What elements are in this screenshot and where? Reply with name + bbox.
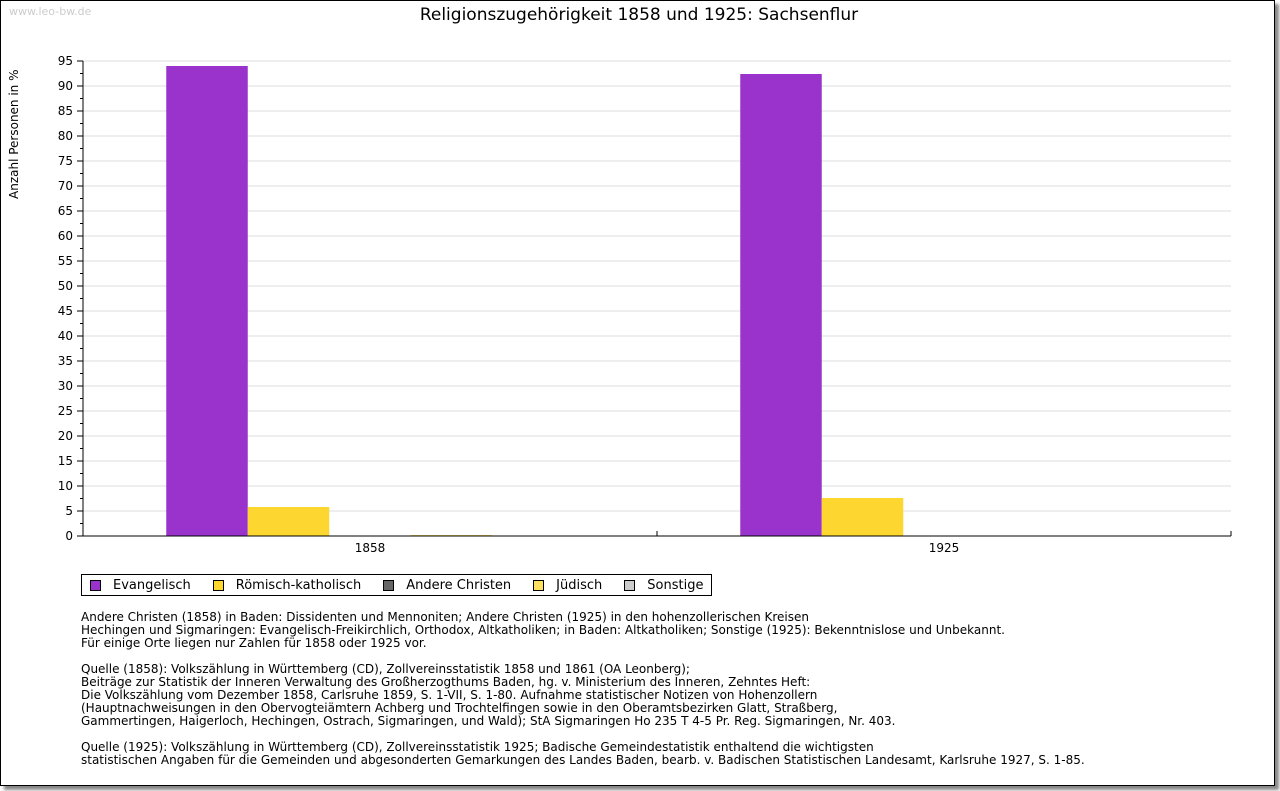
y-tick-label: 5 [65,504,73,518]
y-tick-label: 70 [58,179,73,193]
y-tick-label: 40 [58,329,73,343]
note-source-1858: Quelle (1858): Volkszählung in Württembe… [81,662,896,728]
y-tick-label: 35 [58,354,73,368]
y-tick-label: 45 [58,304,73,318]
legend-swatch [90,579,101,591]
legend-swatch [383,579,395,591]
y-tick-label: 15 [58,454,73,468]
legend-swatch [212,579,224,591]
y-tick-label: 55 [58,254,73,268]
legend-swatch [624,579,636,591]
y-tick-label: 10 [58,479,73,493]
y-tick-label: 65 [58,204,73,218]
bar-evangelisch-1858 [166,66,248,536]
bar-r-misch-katholisch-1858 [247,507,330,536]
y-tick-label: 60 [58,229,73,243]
note-definitions: Andere Christen (1858) in Baden: Disside… [81,610,1005,650]
legend-item: Andere Christen [383,578,511,593]
chart-title: Religionszugehörigkeit 1858 und 1925: Sa… [419,5,859,25]
plot-area: 0 5 10 15 20 25 30 35 40 45 50 55 60 65 70 75 80 85 90 95 18… [58,54,1232,555]
notes: Andere Christen (1858) in Baden: Disside… [81,611,1085,780]
y-tick-label: 25 [58,404,73,418]
legend-swatch [533,579,545,591]
legend-label: Andere Christen [406,577,512,593]
y-tick-label: 80 [58,129,73,143]
legend: Evangelisch Römisch-katholisch Andere Chri… [81,574,713,596]
y-tick-label: 75 [58,154,73,168]
legend-label: Evangelisch [113,577,191,593]
y-tick-label: 0 [65,529,73,543]
legend-label: Jüdisch [556,577,603,593]
legend-item: Evangelisch [90,578,191,593]
bar-r-misch-katholisch-1925 [821,498,904,536]
legend-item: Römisch-katholisch [212,577,362,593]
watermark: www.leo-bw.de [9,5,92,18]
note-source-1925: Quelle (1925): Volkszählung in Württembe… [81,740,1085,767]
y-tick-label: 30 [58,379,73,393]
y-tick-label: 95 [58,54,73,68]
legend-label: Römisch-katholisch [235,577,362,593]
y-tick-label: 90 [58,79,73,93]
legend-label: Sonstige [647,577,704,593]
y-tick-label: 50 [58,279,73,293]
x-tick-label: 1925 [929,541,960,555]
y-tick-label: 85 [58,104,73,118]
bar-evangelisch-1925 [740,74,822,536]
legend-item: Sonstige [624,578,703,593]
y-tick-label: 20 [58,429,73,443]
legend-item: Jüdisch [533,578,602,593]
x-tick-label: 1858 [355,541,386,555]
